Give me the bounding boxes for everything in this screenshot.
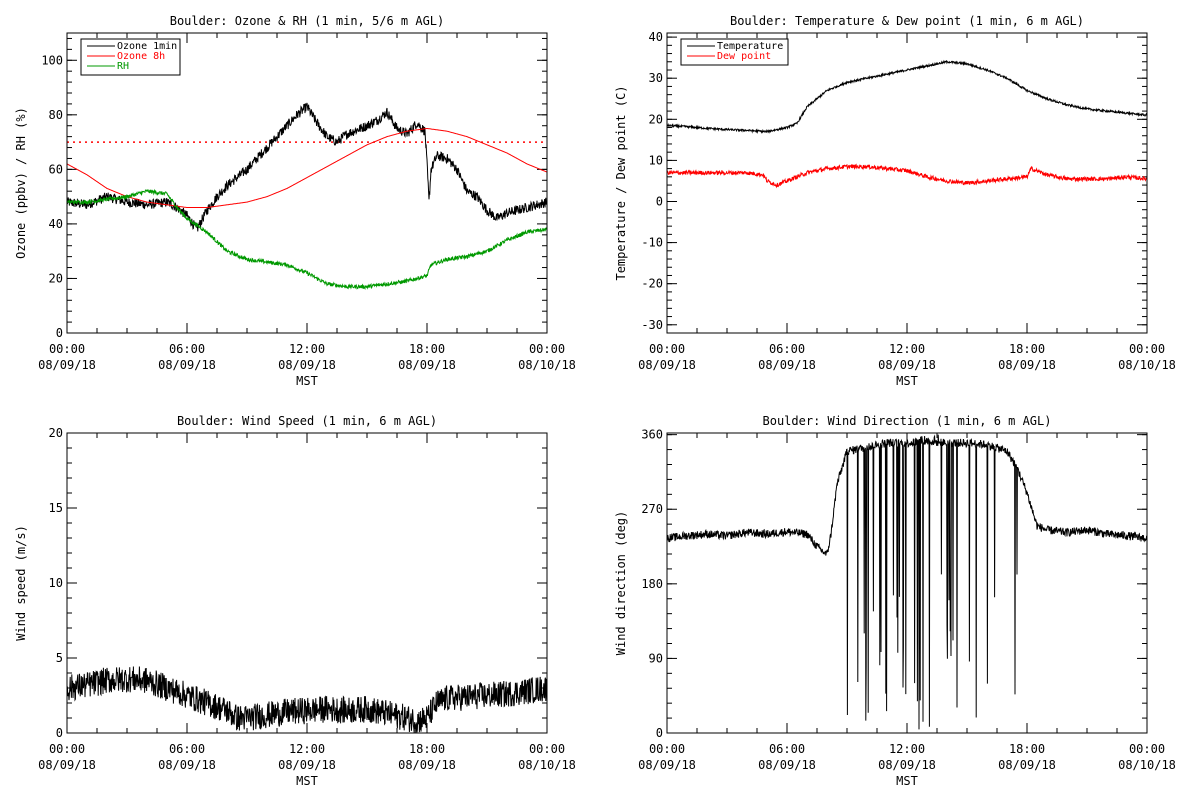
x-tick-label-date: 08/09/18 (998, 758, 1056, 772)
x-tick-label-time: 00:00 (529, 742, 565, 756)
y-tick-label: 10 (49, 576, 63, 590)
y-tick-label: 20 (49, 271, 63, 285)
x-tick-label-time: 00:00 (1129, 342, 1165, 356)
x-tick-label-time: 12:00 (889, 342, 925, 356)
legend-entry: RH (117, 61, 129, 72)
x-tick-label-time: 18:00 (1009, 342, 1045, 356)
legend-box (680, 38, 789, 66)
y-tick-label: 0 (656, 726, 663, 740)
legend-entry: Ozone 8h (117, 51, 165, 62)
x-tick-label-date: 08/10/18 (518, 358, 576, 372)
x-tick-label-time: 00:00 (1129, 742, 1165, 756)
chart-title: Boulder: Temperature & Dew point (1 min,… (730, 14, 1084, 28)
y-tick-label: 15 (49, 501, 63, 515)
x-tick-label-date: 08/10/18 (1118, 358, 1176, 372)
legend-box (80, 38, 181, 76)
y-axis-label: Temperature / Dew point (C) (614, 85, 628, 280)
series-line-data (66, 666, 548, 734)
plot-frame (666, 32, 1148, 334)
y-tick-label: 10 (649, 153, 663, 167)
y-tick-label: 20 (49, 426, 63, 440)
y-tick-label: 40 (49, 217, 63, 231)
x-tick-label-time: 00:00 (529, 342, 565, 356)
x-tick-label-time: 06:00 (769, 342, 805, 356)
chart-panel-2: Boulder: Temperature & Dew point (1 min,… (614, 14, 1176, 388)
x-tick-label-date: 08/09/18 (998, 358, 1056, 372)
x-tick-label-time: 00:00 (649, 342, 685, 356)
x-axis-label: MST (896, 774, 918, 788)
x-axis-label: MST (296, 374, 318, 388)
y-tick-label: -20 (641, 277, 663, 291)
y-axis-label: Wind speed (m/s) (14, 525, 28, 641)
y-tick-label: 30 (649, 71, 663, 85)
chart-title: Boulder: Ozone & RH (1 min, 5/6 m AGL) (170, 14, 445, 28)
x-tick-label-time: 00:00 (649, 742, 685, 756)
x-tick-label-time: 12:00 (289, 342, 325, 356)
x-tick-label-time: 00:00 (49, 342, 85, 356)
x-tick-label-time: 12:00 (289, 742, 325, 756)
series-line-ozone-8h (66, 128, 548, 208)
y-tick-label: 5 (56, 651, 63, 665)
x-tick-label-date: 08/09/18 (758, 358, 816, 372)
legend-entry: Dew point (717, 51, 771, 62)
x-tick-label-date: 08/09/18 (38, 758, 96, 772)
series-line-rh (66, 188, 548, 291)
x-tick-label-date: 08/09/18 (878, 758, 936, 772)
y-tick-label: 360 (641, 428, 663, 442)
x-tick-label-date: 08/09/18 (278, 758, 336, 772)
x-tick-label-date: 08/09/18 (38, 358, 96, 372)
x-tick-label-time: 06:00 (169, 342, 205, 356)
series-line-ozone-1min (66, 102, 548, 232)
y-tick-label: 60 (49, 162, 63, 176)
plot-frame (66, 32, 548, 334)
x-axis-label: MST (296, 774, 318, 788)
y-axis-label: Ozone (ppbv) / RH (%) (14, 107, 28, 259)
x-tick-label-date: 08/09/18 (398, 758, 456, 772)
x-tick-label-time: 12:00 (889, 742, 925, 756)
series-line-dew-point (666, 163, 1148, 189)
plot-frame (66, 432, 548, 734)
x-tick-label-date: 08/09/18 (758, 758, 816, 772)
x-tick-label-date: 08/10/18 (518, 758, 576, 772)
y-tick-label: -30 (641, 318, 663, 332)
y-tick-label: 40 (649, 30, 663, 44)
x-tick-label-date: 08/09/18 (158, 758, 216, 772)
chart-panel-1: Boulder: Ozone & RH (1 min, 5/6 m AGL) Oz… (14, 14, 576, 388)
y-tick-label: 0 (56, 726, 63, 740)
x-tick-label-date: 08/09/18 (158, 358, 216, 372)
chart-panel-3: Boulder: Wind Speed (1 min, 6 m AGL) Wind… (14, 414, 576, 788)
y-tick-label: 80 (49, 108, 63, 122)
x-tick-label-date: 08/09/18 (878, 358, 936, 372)
x-tick-label-date: 08/09/18 (638, 358, 696, 372)
x-axis-label: MST (896, 374, 918, 388)
x-tick-label-time: 18:00 (409, 342, 445, 356)
chart-panel-4: Boulder: Wind Direction (1 min, 6 m AGL)… (614, 414, 1176, 788)
x-tick-label-time: 00:00 (49, 742, 85, 756)
y-tick-label: 0 (56, 326, 63, 340)
x-tick-label-time: 06:00 (769, 742, 805, 756)
chart-title: Boulder: Wind Speed (1 min, 6 m AGL) (177, 414, 437, 428)
plot-frame (666, 432, 1148, 734)
x-tick-label-time: 18:00 (1009, 742, 1045, 756)
y-tick-label: 270 (641, 502, 663, 516)
y-axis-label: Wind direction (deg) (614, 511, 628, 656)
x-tick-label-date: 08/09/18 (638, 758, 696, 772)
y-tick-label: 0 (656, 194, 663, 208)
x-tick-label-time: 18:00 (409, 742, 445, 756)
y-tick-label: 180 (641, 577, 663, 591)
y-tick-label: -10 (641, 236, 663, 250)
y-tick-label: 20 (649, 112, 663, 126)
y-tick-label: 90 (649, 651, 663, 665)
x-tick-label-time: 06:00 (169, 742, 205, 756)
y-tick-label: 100 (41, 53, 63, 67)
x-tick-label-date: 08/09/18 (398, 358, 456, 372)
x-tick-label-date: 08/10/18 (1118, 758, 1176, 772)
x-tick-label-date: 08/09/18 (278, 358, 336, 372)
legend-entry: Temperature (717, 41, 783, 52)
legend-entry: Ozone 1min (117, 41, 177, 52)
series-line-temperature (666, 59, 1148, 134)
series-line-data (666, 434, 1148, 730)
chart-title: Boulder: Wind Direction (1 min, 6 m AGL) (763, 414, 1052, 428)
